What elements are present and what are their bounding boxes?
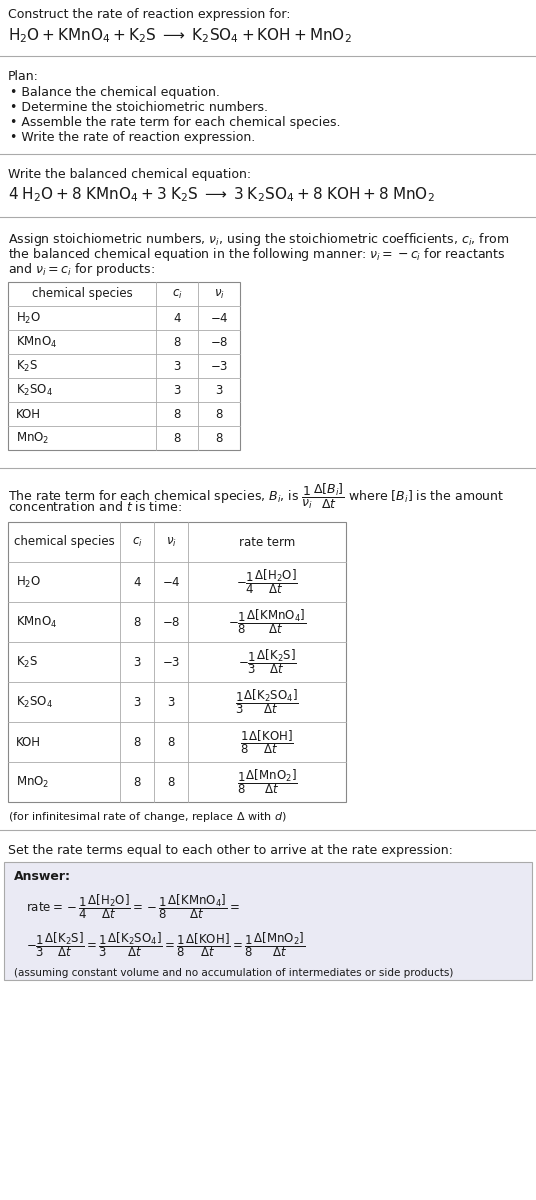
Text: $-8$: $-8$ (162, 616, 180, 629)
Bar (4, 862, 532, 980)
Text: the balanced chemical equation in the following manner: $\nu_i = -c_i$ for react: the balanced chemical equation in the fo… (8, 246, 505, 263)
Text: 4: 4 (173, 312, 181, 324)
Text: The rate term for each chemical species, $B_i$, is $\dfrac{1}{\nu_i}\dfrac{\Delt: The rate term for each chemical species,… (8, 482, 504, 511)
Text: $\mathrm{KMnO_4}$: $\mathrm{KMnO_4}$ (16, 335, 57, 349)
Text: Assign stoichiometric numbers, $\nu_i$, using the stoichiometric coefficients, $: Assign stoichiometric numbers, $\nu_i$, … (8, 230, 509, 248)
Text: rate term: rate term (239, 535, 295, 548)
Text: and $\nu_i = c_i$ for products:: and $\nu_i = c_i$ for products: (8, 260, 155, 278)
Text: $c_i$: $c_i$ (172, 288, 182, 300)
Bar (8, 282, 240, 450)
Text: $-3$: $-3$ (162, 655, 180, 668)
Text: KOH: KOH (16, 736, 41, 749)
Text: $\mathrm{MnO_2}$: $\mathrm{MnO_2}$ (16, 431, 49, 445)
Text: $-\dfrac{1}{8}\dfrac{\Delta[\mathrm{KMnO_4}]}{\Delta t}$: $-\dfrac{1}{8}\dfrac{\Delta[\mathrm{KMnO… (228, 607, 306, 636)
Bar (8, 522, 346, 802)
Text: 8: 8 (215, 432, 222, 444)
Text: chemical species: chemical species (13, 535, 114, 548)
Text: 8: 8 (133, 775, 140, 788)
Text: $\dfrac{1}{8}\dfrac{\Delta[\mathrm{KOH}]}{\Delta t}$: $\dfrac{1}{8}\dfrac{\Delta[\mathrm{KOH}]… (240, 728, 294, 756)
Text: $\dfrac{1}{8}\dfrac{\Delta[\mathrm{MnO_2}]}{ \Delta t}$: $\dfrac{1}{8}\dfrac{\Delta[\mathrm{MnO_2… (237, 768, 297, 797)
Text: Write the balanced chemical equation:: Write the balanced chemical equation: (8, 168, 251, 181)
Text: $-\dfrac{1}{4}\dfrac{\Delta[\mathrm{H_2O}]}{\Delta t}$: $-\dfrac{1}{4}\dfrac{\Delta[\mathrm{H_2O… (236, 568, 298, 596)
Text: 4: 4 (133, 576, 141, 588)
Text: 8: 8 (173, 336, 181, 348)
Text: $\mathrm{MnO_2}$: $\mathrm{MnO_2}$ (16, 774, 49, 790)
Text: $-4$: $-4$ (210, 312, 228, 324)
Text: 8: 8 (133, 616, 140, 629)
Text: $-\dfrac{1}{3}\dfrac{\Delta[\mathrm{K_2S}]}{\Delta t}$: $-\dfrac{1}{3}\dfrac{\Delta[\mathrm{K_2S… (237, 648, 296, 677)
Text: 3: 3 (167, 696, 175, 708)
Text: $\mathrm{K_2S}$: $\mathrm{K_2S}$ (16, 359, 38, 373)
Text: $\mathrm{K_2S}$: $\mathrm{K_2S}$ (16, 654, 38, 670)
Text: 3: 3 (173, 384, 181, 396)
Text: KOH: KOH (16, 408, 41, 420)
Text: 8: 8 (167, 775, 175, 788)
Text: 8: 8 (133, 736, 140, 749)
Text: 8: 8 (173, 432, 181, 444)
Text: 3: 3 (133, 696, 140, 708)
Text: $c_i$: $c_i$ (132, 535, 143, 548)
Text: • Write the rate of reaction expression.: • Write the rate of reaction expression. (10, 131, 255, 144)
Text: 8: 8 (167, 736, 175, 749)
Text: $\mathrm{K_2SO_4}$: $\mathrm{K_2SO_4}$ (16, 695, 53, 709)
Text: 3: 3 (173, 360, 181, 372)
Text: $\mathrm{H_2O}$: $\mathrm{H_2O}$ (16, 311, 41, 325)
Text: $\mathrm{K_2SO_4}$: $\mathrm{K_2SO_4}$ (16, 383, 53, 397)
Text: $\dfrac{1}{3}\dfrac{\Delta[\mathrm{K_2SO_4}]}{\Delta t}$: $\dfrac{1}{3}\dfrac{\Delta[\mathrm{K_2SO… (235, 688, 299, 716)
Text: (assuming constant volume and no accumulation of intermediates or side products): (assuming constant volume and no accumul… (14, 968, 453, 978)
Text: Construct the rate of reaction expression for:: Construct the rate of reaction expressio… (8, 8, 291, 20)
Text: 3: 3 (133, 655, 140, 668)
Text: Set the rate terms equal to each other to arrive at the rate expression:: Set the rate terms equal to each other t… (8, 844, 453, 857)
Text: $-3$: $-3$ (210, 360, 228, 372)
Text: • Determine the stoichiometric numbers.: • Determine the stoichiometric numbers. (10, 101, 268, 114)
Text: $\mathrm{4\;H_2O + 8\;KMnO_4 + 3\;K_2S\;\longrightarrow\;3\;K_2SO_4 + 8\;KOH + 8: $\mathrm{4\;H_2O + 8\;KMnO_4 + 3\;K_2S\;… (8, 185, 435, 204)
Text: chemical species: chemical species (32, 288, 132, 300)
Text: 3: 3 (215, 384, 222, 396)
Text: Answer:: Answer: (14, 870, 71, 883)
Text: (for infinitesimal rate of change, replace $\Delta$ with $d$): (for infinitesimal rate of change, repla… (8, 810, 287, 824)
Text: Plan:: Plan: (8, 70, 39, 83)
Text: • Assemble the rate term for each chemical species.: • Assemble the rate term for each chemic… (10, 116, 340, 128)
Text: $\mathrm{rate} = -\dfrac{1}{4}\dfrac{\Delta[\mathrm{H_2O}]}{\Delta t} = -\dfrac{: $\mathrm{rate} = -\dfrac{1}{4}\dfrac{\De… (26, 892, 240, 920)
Text: 8: 8 (173, 408, 181, 420)
Text: $\mathrm{KMnO_4}$: $\mathrm{KMnO_4}$ (16, 614, 57, 630)
Text: 8: 8 (215, 408, 222, 420)
Text: $\mathrm{H_2O + KMnO_4 + K_2S\;\longrightarrow\;K_2SO_4 + KOH + MnO_2}$: $\mathrm{H_2O + KMnO_4 + K_2S\;\longrigh… (8, 26, 352, 44)
Text: $\nu_i$: $\nu_i$ (166, 535, 176, 548)
Text: $-8$: $-8$ (210, 336, 228, 348)
Text: $-\dfrac{1}{3}\dfrac{\Delta[\mathrm{K_2S}]}{\Delta t} = \dfrac{1}{3}\dfrac{\Delt: $-\dfrac{1}{3}\dfrac{\Delta[\mathrm{K_2S… (26, 930, 305, 959)
Text: concentration and $t$ is time:: concentration and $t$ is time: (8, 500, 182, 514)
Text: • Balance the chemical equation.: • Balance the chemical equation. (10, 86, 220, 98)
Text: $\nu_i$: $\nu_i$ (213, 288, 225, 300)
Text: $\mathrm{H_2O}$: $\mathrm{H_2O}$ (16, 575, 41, 589)
Text: $-4$: $-4$ (162, 576, 180, 588)
